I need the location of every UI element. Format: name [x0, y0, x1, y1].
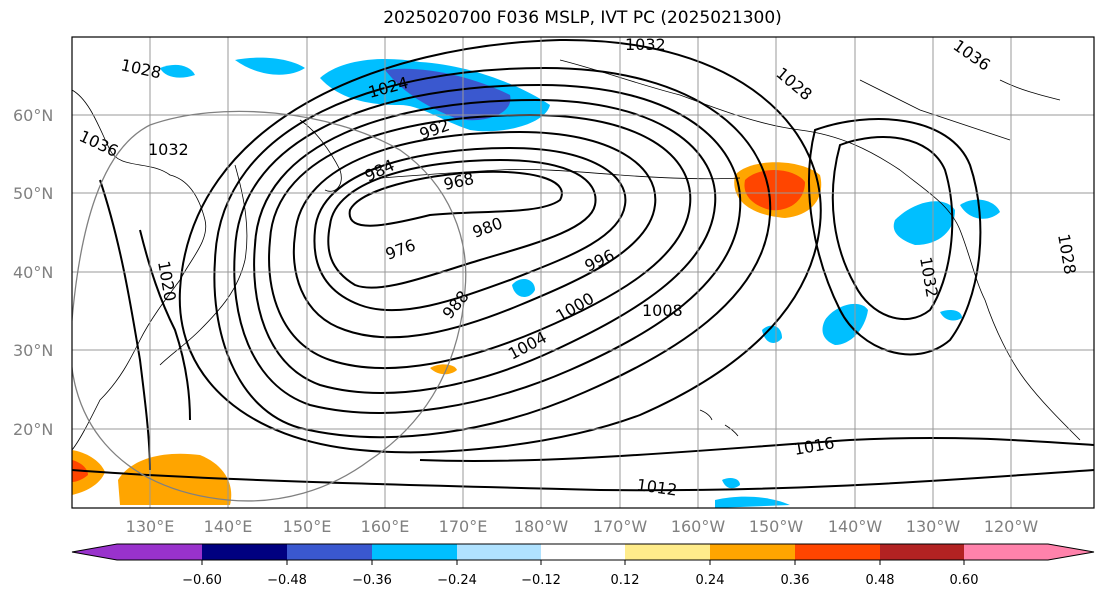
- isobar-1000: [253, 98, 717, 394]
- colorbar-segment: [1048, 544, 1094, 560]
- colorbar-tick-label: −0.12: [521, 573, 561, 588]
- colorbar-ticks: [201, 560, 965, 565]
- lon-label: 180°W: [514, 517, 569, 536]
- colorbar-segment: [117, 544, 202, 560]
- lon-label: 130°W: [906, 517, 961, 536]
- ivt-negative-small-nw2: [160, 64, 195, 78]
- map-border: [71, 36, 1095, 509]
- colorbar-tick-label: −0.36: [352, 573, 392, 588]
- colorbar-tick-label: 0.60: [950, 573, 979, 588]
- ivt-negative-patch-e5: [940, 310, 962, 321]
- coastline-na-west: [899, 169, 1081, 441]
- lon-label: 130°E: [126, 517, 175, 536]
- colorbar-segment: [72, 544, 117, 560]
- isobar-1020-west: [139, 229, 191, 421]
- lat-label: 60°N: [13, 106, 53, 125]
- colorbar-segment: [880, 544, 964, 560]
- isobar-label: 1008: [642, 301, 683, 320]
- coastline-aleutians: [379, 169, 741, 180]
- isobar-968: [348, 170, 563, 227]
- colorbar-tick-label: −0.48: [267, 573, 307, 588]
- lon-label: 140°W: [828, 517, 883, 536]
- longitude-labels: 130°E 140°E 150°E 160°E 170°E 180°W 170°…: [126, 517, 1039, 536]
- colorbar-segment: [795, 544, 880, 560]
- colorbar-segment: [710, 544, 795, 560]
- colorbar-tick-label: 0.24: [696, 573, 725, 588]
- colorbar-segment: [287, 544, 372, 560]
- colorbar-segment: [541, 544, 625, 560]
- ivt-positive-region-sw: [118, 453, 232, 505]
- ivt-negative-patch-s: [722, 477, 740, 489]
- colorbar: −0.60 −0.48 −0.36 −0.24 −0.12 0.12 0.24 …: [71, 543, 1095, 588]
- colorbar-segment: [964, 544, 1048, 560]
- colorbar-tick-label: 0.36: [781, 573, 810, 588]
- lon-label: 140°E: [204, 517, 253, 536]
- lon-label: 120°W: [984, 517, 1039, 536]
- lat-label: 20°N: [13, 420, 53, 439]
- colorbar-segment: [457, 544, 541, 560]
- ivt-negative-patch-e3: [822, 303, 868, 345]
- isobar-1004: [233, 83, 742, 414]
- isobar-1016: [178, 38, 822, 454]
- ivt-positive-small-1: [430, 364, 457, 375]
- colorbar-segment: [372, 544, 457, 560]
- ivt-positive-region-sw-edge: [72, 450, 105, 495]
- colorbar-tick-label: 0.12: [611, 573, 640, 588]
- isobar-1032-high: [831, 136, 954, 320]
- colorbar-tick-label: 0.48: [866, 573, 895, 588]
- range-circle: [72, 110, 467, 502]
- isobar-976: [327, 158, 597, 289]
- lon-label: 170°W: [593, 517, 648, 536]
- graticule: [72, 37, 1094, 508]
- lon-label: 150°E: [283, 517, 332, 536]
- lon-label: 160°W: [671, 517, 726, 536]
- coastline-asia: [72, 89, 207, 451]
- ivt-negative-patch-mid: [512, 278, 535, 297]
- colorbar-tick-label: −0.60: [182, 573, 222, 588]
- lat-label: 40°N: [13, 263, 53, 282]
- map-title: 2025020700 F036 MSLP, IVT PC (2025021300…: [383, 8, 782, 28]
- colorbar-tick-label: −0.24: [437, 573, 477, 588]
- ivt-negative-patch-s2: [715, 496, 790, 508]
- coastline-hawaii: [699, 409, 739, 437]
- lat-label: 30°N: [13, 341, 53, 360]
- isobar-980: [313, 146, 627, 312]
- isobar-label: 1032: [148, 140, 189, 159]
- colorbar-segment: [625, 544, 710, 560]
- ivt-shading: [72, 57, 1000, 508]
- isobar-996: [268, 113, 692, 370]
- ivt-negative-small-nw: [235, 57, 305, 75]
- isobars: [72, 38, 1094, 492]
- coastline-canada-inland: [859, 79, 1061, 141]
- colorbar-segment: [202, 544, 287, 560]
- ivt-negative-patch-e1: [893, 201, 955, 245]
- isobar-1016-south: [419, 436, 1094, 462]
- latitude-labels: 60°N 50°N 40°N 30°N 20°N: [13, 106, 53, 439]
- isobar-label: 1032: [625, 35, 666, 54]
- lon-label: 170°E: [439, 517, 488, 536]
- ivt-positive-core-east: [744, 170, 805, 211]
- lon-label: 150°W: [749, 517, 804, 536]
- isobar-988: [292, 130, 657, 339]
- colorbar-outline: [71, 543, 1095, 561]
- ivt-negative-patch-e4: [762, 325, 782, 343]
- isobar-1012-south: [72, 469, 1094, 492]
- isobar-1008: [213, 66, 772, 439]
- ivt-negative-core-north: [385, 68, 511, 121]
- lat-label: 50°N: [13, 184, 53, 203]
- lon-label: 160°E: [361, 517, 410, 536]
- isobar-1028-high: [808, 118, 982, 356]
- coastline-japan: [159, 164, 248, 366]
- isobar-1024-west: [99, 179, 151, 471]
